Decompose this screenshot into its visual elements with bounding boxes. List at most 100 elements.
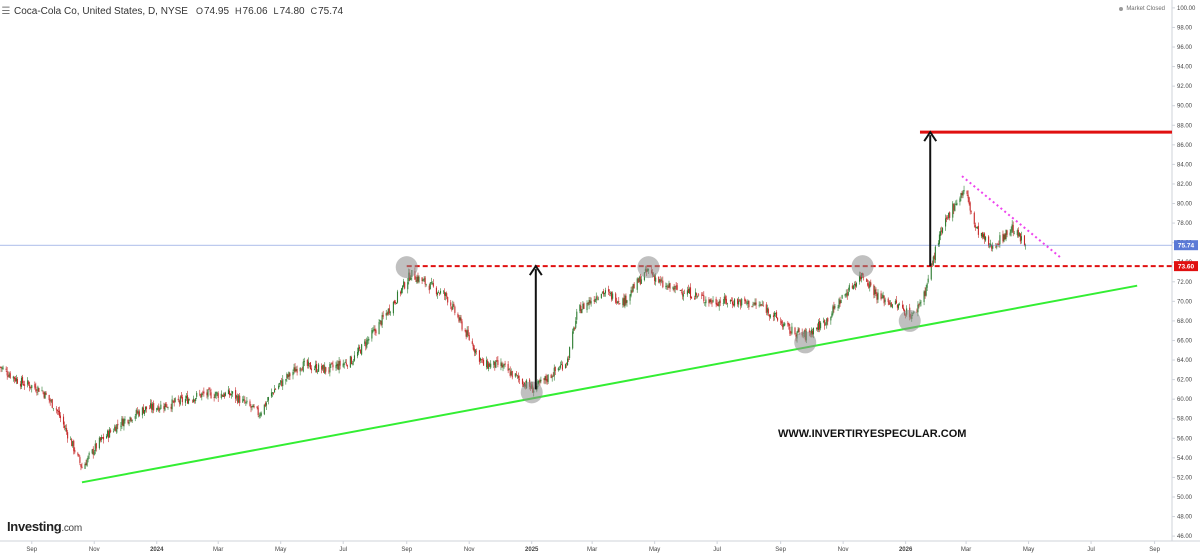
candle-body: [452, 304, 454, 310]
x-tick-label: May: [649, 547, 660, 553]
candle-body: [164, 403, 166, 411]
candle-body: [435, 287, 437, 295]
candle-body: [185, 396, 188, 399]
candle-body: [704, 302, 706, 303]
candle-body: [15, 378, 17, 382]
open-value: O 74.95: [195, 5, 230, 17]
candle-body: [596, 297, 598, 299]
candle-body: [840, 299, 842, 304]
candle-body: [767, 309, 769, 314]
candle-body: [798, 328, 800, 332]
candle-body: [765, 304, 767, 313]
candle-body: [353, 355, 356, 361]
candle-body: [365, 342, 367, 347]
candle-body: [478, 350, 481, 362]
candle-body: [487, 360, 489, 369]
candle-body: [418, 276, 420, 283]
candle-body: [925, 287, 927, 296]
candle-body: [1004, 233, 1006, 240]
candle-body: [503, 364, 505, 366]
candle-body: [500, 362, 502, 366]
y-tick-label: 90.00: [1177, 104, 1193, 110]
candle-body: [518, 379, 520, 381]
candle-body: [220, 393, 222, 398]
x-tick-label: Mar: [587, 547, 597, 553]
candle-body: [242, 399, 244, 403]
candle-body: [109, 429, 111, 438]
candle-body: [117, 423, 119, 426]
candle-body: [460, 317, 462, 322]
market-status-label: Market Closed: [1126, 6, 1165, 12]
candle-body: [223, 393, 225, 397]
candle-body: [938, 234, 940, 244]
candle-body: [329, 364, 331, 373]
candle-body: [497, 360, 499, 365]
candle-body: [760, 304, 762, 306]
candle-body: [729, 299, 732, 302]
candle-body: [877, 292, 879, 300]
candle-body: [766, 307, 768, 313]
candle-body: [580, 305, 582, 314]
candle-body: [123, 419, 125, 427]
candle-body: [560, 364, 562, 365]
candle-body: [267, 397, 269, 401]
candle-body: [472, 344, 474, 350]
candle-body: [457, 313, 459, 318]
candle-body: [676, 285, 678, 290]
hamburger-menu-icon[interactable]: ☰: [1, 5, 11, 17]
candle-body: [346, 365, 348, 367]
candle-body: [35, 386, 37, 392]
candle-body: [386, 312, 388, 316]
candle-body: [604, 290, 607, 294]
candle-body: [367, 339, 369, 341]
candle-body: [783, 324, 785, 327]
candle-body: [695, 292, 697, 298]
candle-body: [120, 425, 122, 427]
candle-body: [458, 317, 460, 322]
candle-body: [860, 275, 862, 280]
candle-body: [274, 389, 276, 393]
candle-body: [245, 402, 247, 403]
candle-body: [732, 303, 735, 306]
candle-body: [977, 225, 979, 235]
x-tick-label: Sep: [775, 547, 786, 553]
candle-body: [178, 400, 180, 403]
candle-body: [378, 322, 380, 335]
candle-body: [145, 406, 148, 410]
candle-body: [393, 300, 395, 304]
candle-body: [603, 293, 605, 295]
candle-body: [302, 361, 304, 372]
candle-body: [350, 357, 352, 365]
candle-body: [1010, 229, 1012, 233]
candle-body: [640, 279, 642, 284]
candle-body: [29, 384, 31, 389]
candle-body: [207, 389, 209, 397]
candle-body: [903, 307, 905, 311]
candle-body: [918, 304, 920, 306]
candle-body: [322, 365, 324, 369]
x-tick-label: Jul: [339, 547, 347, 553]
candle-body: [52, 408, 54, 409]
candle-body: [882, 295, 884, 298]
candle-body: [923, 291, 925, 303]
candle-body: [144, 406, 147, 411]
candle-body: [95, 443, 97, 449]
candle-body: [741, 298, 743, 306]
candle-body: [44, 391, 46, 399]
y-tick-label: 86.00: [1177, 143, 1193, 149]
candle-body: [196, 392, 198, 397]
candle-body: [897, 304, 900, 309]
candle-body: [253, 406, 255, 408]
candle-body: [101, 437, 103, 439]
candle-body: [738, 300, 740, 305]
candle-body: [827, 318, 829, 322]
candle-body: [873, 285, 875, 296]
candle-body: [7, 375, 9, 377]
candle-body: [279, 383, 281, 385]
candle-body: [515, 373, 517, 375]
candle-body: [724, 296, 726, 301]
investing-logo[interactable]: Investing.com: [7, 519, 82, 534]
candle-body: [421, 277, 423, 282]
candle-body: [361, 344, 363, 355]
